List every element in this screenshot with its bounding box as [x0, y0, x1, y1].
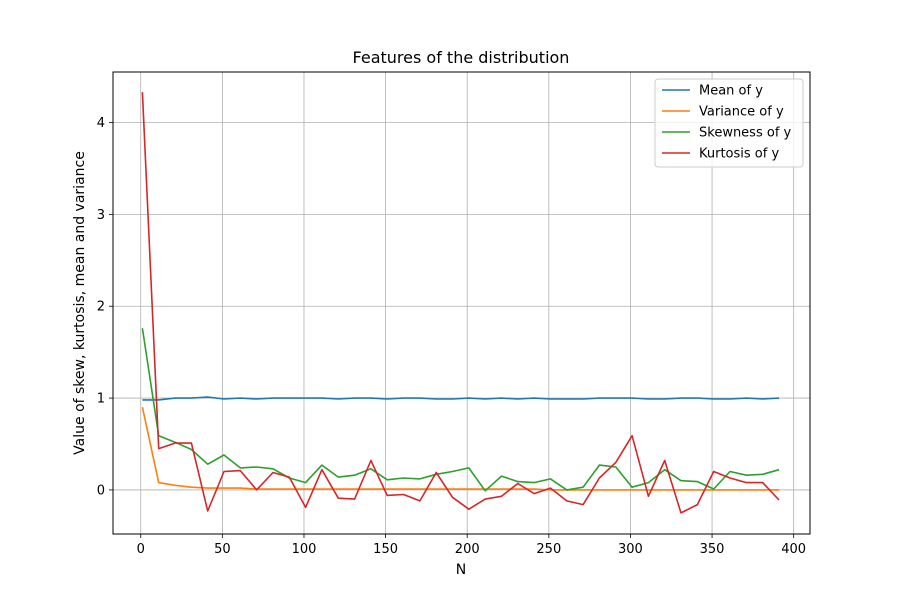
legend-label-mean: Mean of y — [699, 84, 763, 99]
x-tick-label: 350 — [700, 542, 725, 557]
x-tick-label: 50 — [214, 542, 231, 557]
x-tick-label: 150 — [373, 542, 398, 557]
series-line-variance — [141, 407, 779, 491]
chart-title: Features of the distribution — [353, 48, 570, 67]
legend: Mean of y Variance of y Skewness of y Kurto… — [654, 78, 804, 168]
y-tick-label: 3 — [97, 208, 105, 223]
x-tick-label: 250 — [536, 542, 561, 557]
y-tick-label: 1 — [97, 392, 105, 407]
x-tick-label: 100 — [292, 542, 317, 557]
series-layer — [141, 92, 780, 514]
legend-label-kurtosis: Kurtosis of y — [699, 147, 779, 162]
legend-box — [654, 78, 804, 168]
x-tick-label: 200 — [455, 542, 480, 557]
y-tick-label: 0 — [97, 483, 105, 498]
x-tick-label: 0 — [137, 542, 145, 557]
series-line-mean — [142, 396, 780, 401]
y-axis-label: Value of skew, kurtosis, mean and varian… — [72, 151, 88, 455]
legend-label-skewness: Skewness of y — [699, 126, 792, 141]
ticks: 0 50 100 150 200 250 300 350 400 0 1 2 3 4 — [97, 116, 806, 557]
y-tick-label: 2 — [97, 300, 105, 315]
legend-label-variance: Variance of y — [699, 105, 784, 120]
y-tick-label: 4 — [97, 116, 105, 131]
series-line-kurtosis — [141, 92, 780, 514]
x-tick-label: 400 — [781, 542, 806, 557]
x-axis-label: N — [456, 562, 466, 578]
series-line-skewness — [141, 328, 780, 492]
plot-frame — [112, 71, 811, 535]
x-tick-label: 300 — [618, 542, 643, 557]
